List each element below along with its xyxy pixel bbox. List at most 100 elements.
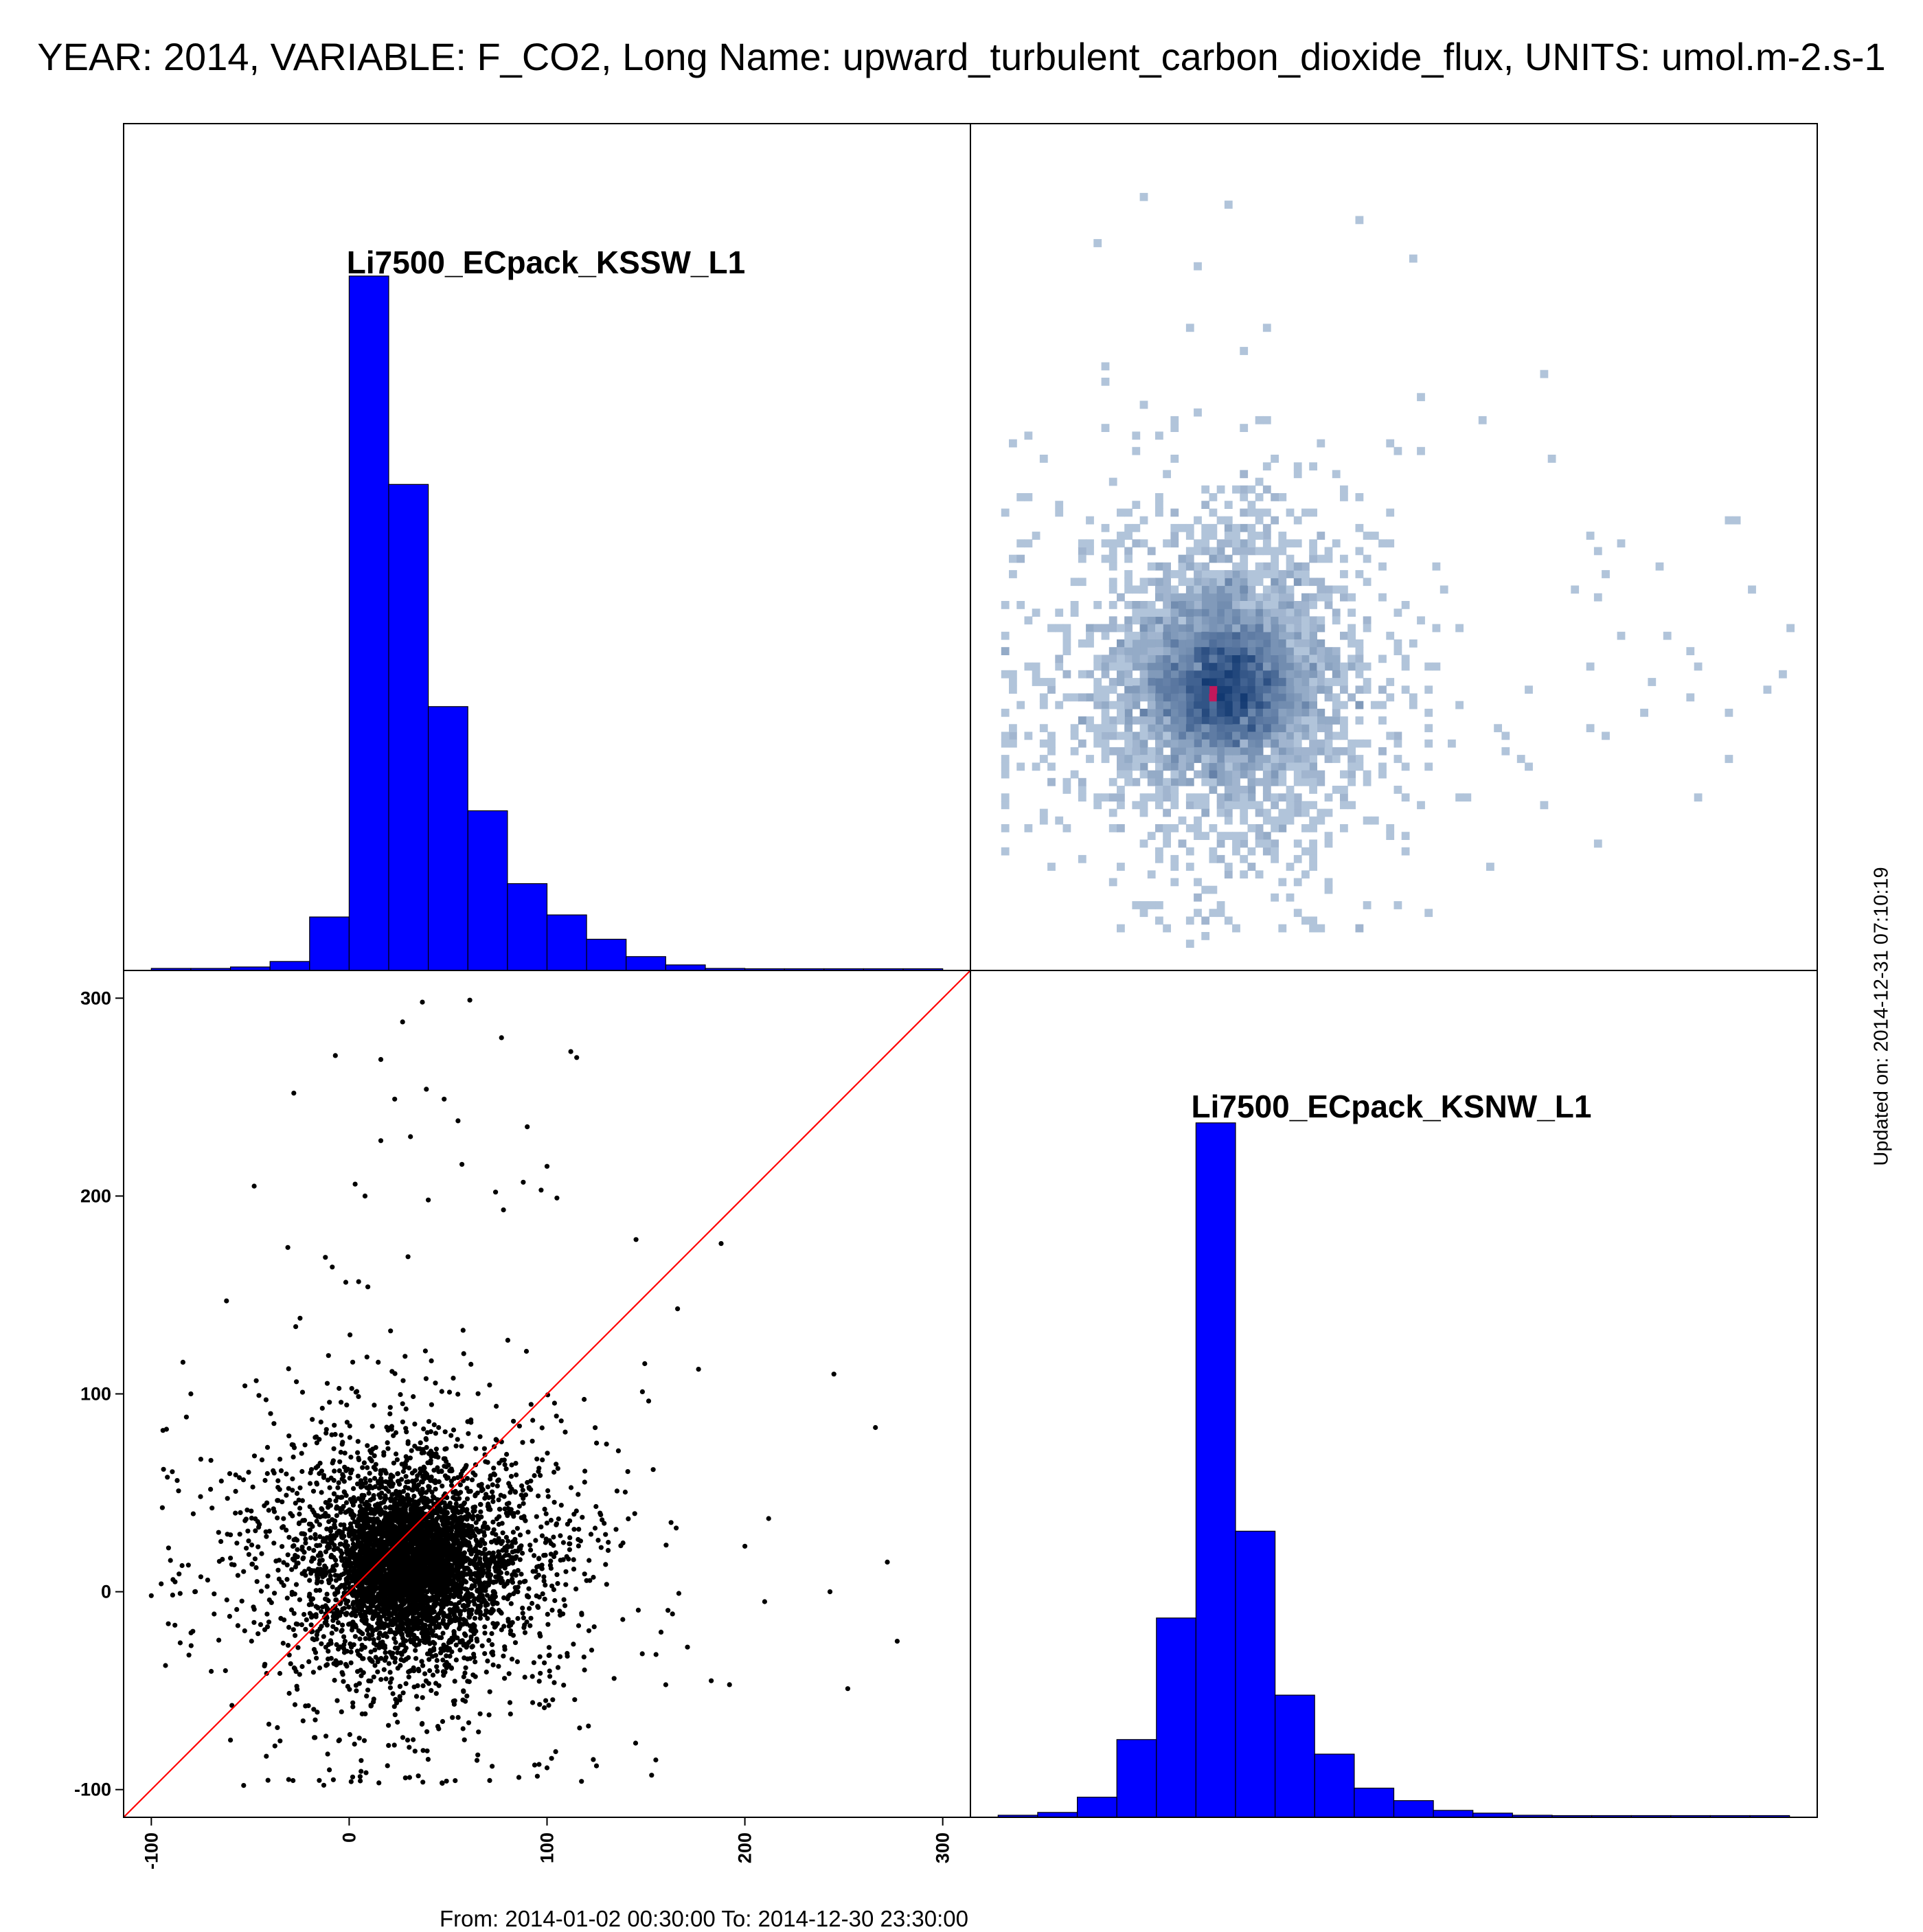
density-cell xyxy=(1224,870,1233,879)
density-cell xyxy=(1055,624,1064,633)
density-cell xyxy=(1424,685,1433,694)
density-cell xyxy=(1155,647,1163,655)
density-cell xyxy=(1155,631,1163,640)
density-cell xyxy=(1240,601,1249,609)
density-cell xyxy=(1271,678,1279,686)
scatter-point xyxy=(339,1400,344,1405)
scatter-point xyxy=(462,1737,467,1742)
density-cell xyxy=(1424,739,1433,748)
density-cell xyxy=(1117,508,1125,517)
density-cell xyxy=(1139,909,1148,918)
density-cell xyxy=(1163,578,1171,587)
density-cell xyxy=(1232,631,1240,640)
scatter-point xyxy=(432,1641,437,1646)
density-cell xyxy=(1271,701,1279,709)
density-cell xyxy=(1224,554,1233,563)
density-cell xyxy=(1332,747,1341,755)
density-cell xyxy=(1247,501,1256,509)
density-cell xyxy=(1047,762,1056,771)
scatter-point xyxy=(527,1623,533,1628)
scatter-point xyxy=(603,1562,608,1567)
scatter-point xyxy=(557,1654,563,1659)
density-cell xyxy=(1185,631,1194,640)
scatter-point xyxy=(280,1544,285,1549)
density-cell xyxy=(1062,824,1071,832)
density-cell xyxy=(1293,770,1302,779)
scatter-point xyxy=(302,1442,308,1448)
density-cell xyxy=(1332,655,1341,663)
density-cell xyxy=(1216,678,1225,686)
density-cell xyxy=(1293,516,1302,525)
scatter-point xyxy=(349,1467,354,1473)
density-cell xyxy=(1278,793,1287,802)
scatter-point xyxy=(391,1742,397,1748)
density-cell xyxy=(1201,547,1210,556)
density-cell xyxy=(1055,609,1064,617)
density-cell xyxy=(1293,808,1302,817)
density-cell xyxy=(1209,508,1218,517)
density-cell xyxy=(1255,662,1264,671)
scatter-point xyxy=(515,1510,521,1515)
density-cell xyxy=(1301,808,1310,817)
density-cell xyxy=(1039,693,1048,702)
scatter-point xyxy=(451,1376,456,1381)
density-cell xyxy=(1262,508,1271,517)
density-cell xyxy=(1293,762,1302,771)
scatter-point xyxy=(614,1488,620,1494)
density-cell xyxy=(1232,701,1240,709)
density-cell xyxy=(1271,609,1279,617)
density-cell xyxy=(1194,262,1202,271)
density-cell xyxy=(1232,539,1240,548)
scatter-point xyxy=(520,1605,525,1611)
scatter-point xyxy=(482,1495,488,1501)
density-cell xyxy=(1370,816,1379,825)
scatter-point xyxy=(275,1567,281,1573)
scatter-point xyxy=(558,1533,563,1538)
density-cell xyxy=(1001,770,1010,779)
density-cell xyxy=(1178,678,1187,686)
scatter-point xyxy=(474,1758,480,1763)
scatter-point xyxy=(383,1650,388,1655)
scatter-point xyxy=(515,1615,521,1622)
density-cell xyxy=(1240,631,1249,640)
scatter-point xyxy=(336,1480,341,1486)
scatter-point xyxy=(490,1499,496,1504)
density-cell xyxy=(1178,777,1187,786)
density-cell xyxy=(1147,701,1156,709)
density-cell xyxy=(1224,716,1233,725)
density-cell xyxy=(1185,547,1194,556)
density-cell xyxy=(1124,670,1133,679)
scatter-point xyxy=(436,1424,442,1431)
density-cell xyxy=(1255,578,1264,587)
density-cell xyxy=(1117,770,1125,779)
density-cell xyxy=(1324,547,1333,556)
density-cell xyxy=(1240,347,1249,355)
density-cell xyxy=(1093,601,1102,609)
density-cell xyxy=(1139,639,1148,648)
density-cell xyxy=(1209,777,1218,786)
density-cell xyxy=(1293,570,1302,578)
density-cell xyxy=(1648,678,1657,686)
scatter-point xyxy=(430,1494,436,1499)
scatter-point xyxy=(347,1435,352,1440)
density-cell xyxy=(1293,793,1302,802)
density-cell xyxy=(1309,755,1317,763)
density-cell xyxy=(1001,631,1010,640)
density-cell xyxy=(1224,523,1233,532)
density-cell xyxy=(1224,662,1233,671)
scatter-point xyxy=(299,1622,304,1628)
density-cell xyxy=(1101,539,1110,548)
density-cell xyxy=(1686,647,1695,655)
density-cell xyxy=(1340,593,1348,602)
scatter-point xyxy=(482,1547,488,1552)
scatter-point xyxy=(331,1446,337,1451)
density-cell xyxy=(1393,731,1402,740)
density-cell xyxy=(1001,601,1010,609)
density-cell xyxy=(1178,662,1187,671)
density-cell xyxy=(1363,554,1372,563)
density-cell xyxy=(1132,747,1141,755)
density-cell xyxy=(1185,739,1194,748)
density-cell xyxy=(1309,762,1317,771)
scatter-point xyxy=(536,1679,542,1684)
density-cell xyxy=(1024,493,1033,501)
